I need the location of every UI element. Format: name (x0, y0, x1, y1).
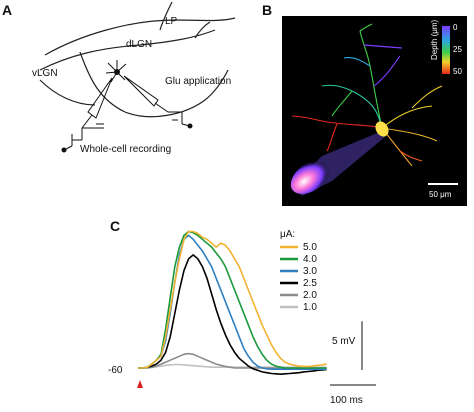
legend-label-1-0: 1.0 (303, 302, 317, 313)
trace-4-0-ua (138, 230, 327, 369)
axon-segment (363, 44, 403, 49)
colorbar-tick-0: 0 (453, 23, 458, 32)
scale-bar-ms-label: 100 ms (330, 395, 363, 406)
trace-5-0-ua (138, 230, 327, 369)
panel-c: -60 μA: 5.0 4.0 3.0 2.5 2.0 1.0 5 mV 100 ms (100, 220, 470, 407)
panel-b: Depth (μm) 0 25 50 50 μm (282, 16, 467, 206)
scale-bar-mv-label: 5 mV (332, 336, 356, 347)
label-whole-cell-recording: Whole-cell recording (80, 144, 171, 155)
legend: 5.04.03.02.52.01.0 (280, 242, 317, 313)
scale-bar-label: 50 μm (429, 190, 452, 199)
stimulus-marker-icon (137, 380, 143, 388)
panel-b-letter: B (262, 2, 273, 18)
legend-label-2-5: 2.5 (303, 278, 317, 289)
label-vlgn: vLGN (32, 68, 58, 79)
panel-a-letter: A (2, 2, 13, 18)
legend-label-3-0: 3.0 (303, 266, 317, 277)
label-dlgn: dLGN (126, 39, 152, 50)
outline-vlgn (39, 79, 96, 106)
legend-label-4-0: 4.0 (303, 254, 317, 265)
depth-image: Depth (μm) 0 25 50 50 μm (282, 16, 467, 206)
outline-lp (159, 1, 173, 31)
outline-lp-right (194, 21, 211, 39)
label-lp: LP (165, 16, 178, 27)
slice-schematic: LP dLGN vLGN Glu application Whole-cell … (32, 1, 236, 155)
voltage-traces-chart: -60 μA: 5.04.03.02.52.01.0 5 mV 100 ms (108, 229, 376, 406)
depth-colorbar (442, 26, 450, 74)
neuron-icon (105, 60, 127, 83)
legend-label-5-0: 5.0 (303, 242, 317, 253)
outline-dlgn-bottom (79, 51, 229, 118)
recording-pipette-icon (61, 77, 113, 153)
baseline-label: -60 (108, 365, 123, 376)
neuron-soma (375, 121, 389, 137)
legend-label-2-0: 2.0 (303, 290, 317, 301)
trace-2-5-ua (138, 253, 327, 376)
label-glu-application: Glu application (165, 76, 231, 87)
colorbar-tick-25: 25 (453, 45, 462, 54)
outline-dlgn-top (39, 29, 216, 71)
pipette-tip (290, 131, 386, 196)
trace-group (138, 230, 327, 376)
legend-title: μA: (280, 229, 295, 240)
colorbar-title: Depth (μm) (430, 19, 439, 60)
panel-a: A (0, 0, 250, 190)
glu-pipette-icon (123, 75, 193, 129)
colorbar-tick-50: 50 (453, 67, 462, 76)
panel-c-letter: C (110, 218, 121, 234)
